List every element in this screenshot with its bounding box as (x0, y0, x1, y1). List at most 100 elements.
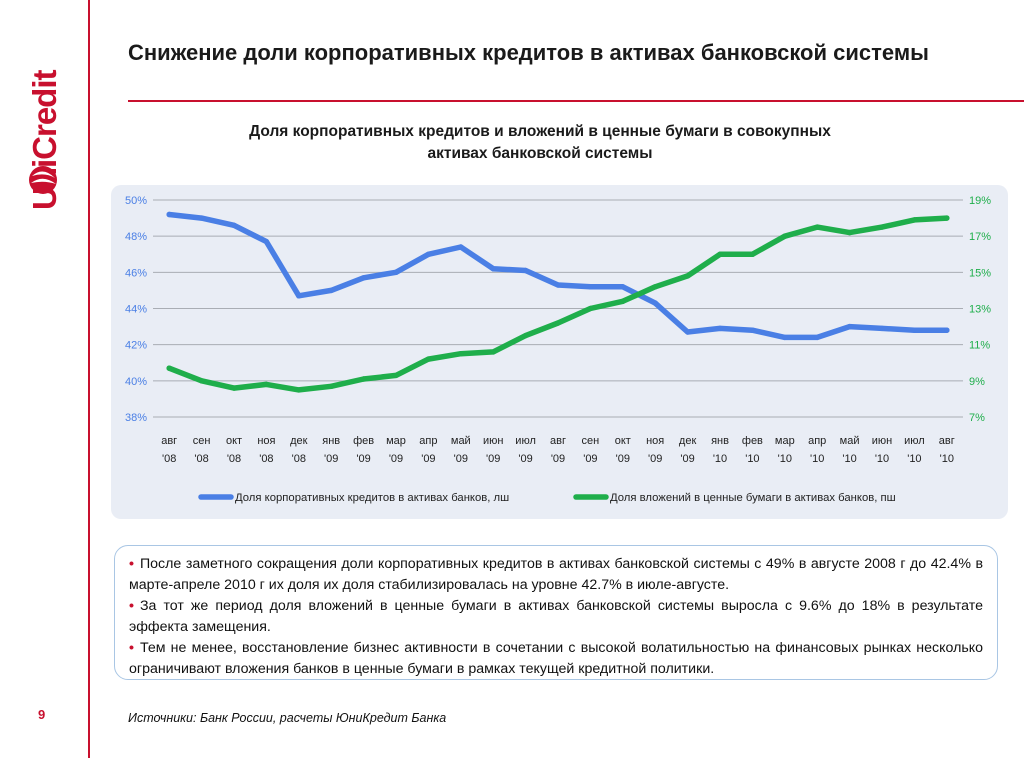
x-tick-label: '09 (518, 453, 532, 465)
x-tick-label: авг (939, 435, 955, 447)
y-left-tick-label: 38% (125, 412, 147, 424)
data-point (393, 372, 399, 379)
data-point (198, 215, 205, 221)
data-point (652, 284, 658, 290)
x-tick-label: сен (582, 435, 600, 447)
data-point (814, 334, 820, 341)
data-point (814, 224, 820, 230)
data-point (846, 323, 853, 330)
y-right-tick-label: 13% (969, 304, 991, 316)
x-tick-label: '08 (259, 453, 273, 465)
data-point (360, 376, 367, 382)
x-tick-label: авг (550, 435, 566, 447)
data-point (328, 287, 334, 294)
data-point (263, 238, 270, 245)
data-point (555, 282, 561, 288)
x-tick-label: '10 (810, 453, 824, 465)
data-point (458, 244, 464, 250)
page-number: 9 (38, 707, 46, 722)
data-point (944, 215, 950, 221)
data-point (555, 320, 561, 326)
data-point (263, 381, 270, 388)
data-point (911, 217, 918, 223)
chart-panel: 38% 7% 40% 9% 42% 11% 44% 13% 46% 15% 48% 17% 50% 19%… (111, 185, 1008, 519)
legend-label: Доля корпоративных кредитов в активах ба… (235, 492, 509, 504)
data-point (911, 327, 918, 333)
bullet-text: За тот же период доля вложений в ценные … (129, 598, 983, 635)
x-tick-label: май (840, 435, 860, 447)
x-tick-label: ноя (257, 435, 275, 447)
x-tick-label: '10 (713, 453, 727, 465)
x-tick-label: июн (483, 435, 503, 447)
x-tick-label: окт (615, 435, 631, 447)
x-tick-label: янв (711, 435, 729, 447)
bullet-text: Тем не менее, восстановление бизнес акти… (129, 640, 983, 677)
x-tick-label: окт (226, 435, 242, 447)
data-point (717, 325, 723, 332)
x-tick-label: янв (322, 435, 340, 447)
data-point (587, 284, 594, 290)
line-chart: 38% 7% 40% 9% 42% 11% 44% 13% 46% 15% 48% 17% 50% 19%… (125, 195, 991, 504)
data-point (393, 269, 399, 275)
data-point (490, 349, 496, 355)
commentary-box: • После заметного сокращения доли корпора… (114, 545, 998, 680)
x-tick-label: дек (679, 435, 697, 447)
x-tick-label: фев (742, 435, 763, 447)
x-tick-label: '08 (292, 453, 306, 465)
data-point (620, 298, 626, 304)
bullet-marker: • (129, 640, 134, 656)
bullet-item: • Тем не менее, восстановление бизнес акт… (129, 638, 983, 680)
x-tick-label: '09 (389, 453, 403, 465)
data-point (879, 325, 885, 332)
y-right-tick-label: 7% (969, 412, 985, 424)
data-point (360, 275, 367, 281)
series-line-securities (166, 215, 950, 393)
y-left-tick-label: 48% (125, 231, 147, 243)
x-tick-label: '09 (616, 453, 630, 465)
data-point (879, 224, 885, 230)
x-tick-label: июл (904, 435, 925, 447)
data-point (425, 251, 432, 257)
y-right-tick-label: 19% (969, 195, 991, 207)
bullet-item: • После заметного сокращения доли корпора… (129, 554, 983, 596)
x-tick-label: '08 (162, 453, 176, 465)
x-tick-label: '09 (421, 453, 435, 465)
x-tick-label: '09 (356, 453, 370, 465)
data-point (782, 233, 788, 239)
data-point (846, 229, 853, 236)
x-tick-label: '10 (940, 453, 954, 465)
bullet-text: После заметного сокращения доли корпорат… (129, 556, 983, 593)
x-tick-label: '09 (486, 453, 500, 465)
x-tick-label: '09 (648, 453, 662, 465)
data-point (684, 273, 691, 279)
x-tick-label: апр (808, 435, 826, 447)
x-tick-label: '09 (551, 453, 565, 465)
data-point (490, 266, 496, 272)
y-right-tick-label: 9% (969, 376, 985, 388)
slide-title: Снижение доли корпоративных кредитов в а… (128, 40, 929, 65)
bullet-item: • За тот же период доля вложений в ценные… (129, 596, 983, 638)
y-left-tick-label: 40% (125, 376, 147, 388)
x-tick-label: '10 (842, 453, 856, 465)
x-tick-label: май (451, 435, 471, 447)
x-tick-label: '09 (680, 453, 694, 465)
unicredit-logo: UniCredit (26, 69, 63, 210)
y-left-tick-label: 50% (125, 195, 147, 207)
x-tick-label: мар (386, 435, 406, 447)
data-point (198, 378, 205, 384)
x-tick-label: '10 (907, 453, 921, 465)
x-tick-label: '10 (745, 453, 759, 465)
data-point (296, 387, 302, 393)
data-point (749, 327, 756, 333)
y-right-tick-label: 15% (969, 267, 991, 279)
data-point (458, 351, 464, 357)
data-point (166, 365, 172, 371)
data-point (231, 222, 237, 228)
data-point (652, 300, 658, 306)
data-point (944, 327, 950, 333)
y-right-tick-label: 17% (969, 231, 991, 243)
x-tick-label: июл (515, 435, 536, 447)
y-left-tick-label: 42% (125, 340, 147, 352)
chart-title: Доля корпоративных кредитов и вложений в… (249, 123, 831, 162)
data-point (231, 385, 237, 391)
